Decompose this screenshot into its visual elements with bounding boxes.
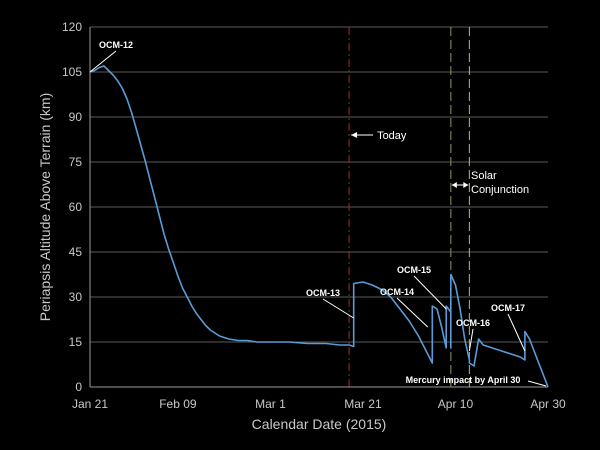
solar-label-line1: Solar (471, 170, 497, 182)
ocm-label: OCM-13 (306, 288, 340, 298)
y-tick-label: 15 (69, 335, 83, 349)
y-axis-title: Periapsis Altitude Above Terrain (km) (37, 93, 53, 322)
series-line (89, 65, 549, 388)
ocm-arrow (89, 50, 117, 73)
ocm-arrow (468, 328, 474, 352)
x-tick-label: Apr 10 (438, 397, 474, 411)
impact-label: Mercury impact by April 30 (406, 375, 521, 385)
y-tick-label: 45 (69, 245, 83, 259)
x-tick-label: Mar 21 (344, 397, 382, 411)
y-tick-label: 75 (69, 155, 83, 169)
impact-arrow (527, 380, 547, 387)
today-label: Today (377, 130, 407, 142)
ocm-arrow (322, 298, 354, 319)
series-group (89, 65, 549, 388)
ocm-arrow (413, 275, 447, 310)
solar-label-line2: Conjunction (471, 184, 529, 196)
x-axis-title: Calendar Date (2015) (252, 416, 387, 432)
ocm-arrow (396, 297, 429, 328)
gridlines (90, 26, 548, 343)
ocm-label: OCM-12 (99, 40, 133, 50)
y-tick-label: 0 (75, 380, 82, 394)
y-tick-label: 90 (69, 110, 83, 124)
today-arrowhead (351, 132, 358, 138)
solar-arrowhead-right (463, 182, 469, 188)
ocm-label: OCM-17 (491, 303, 525, 313)
x-tick-label: Apr 30 (530, 397, 566, 411)
x-tick-label: Feb 09 (159, 397, 197, 411)
ocm-arrow (507, 313, 526, 352)
tick-labels: 0 15 30 45 60 75 90 105 120 Jan 21 Feb 09 Mar 1 Mar … (62, 20, 566, 411)
ocm-label: OCM-14 (380, 287, 414, 297)
x-tick-label: Mar 1 (255, 397, 286, 411)
x-tick-label: Jan 21 (72, 397, 108, 411)
y-tick-label: 105 (62, 65, 82, 79)
ocm-label: OCM-15 (397, 265, 431, 275)
y-tick-label: 30 (69, 290, 83, 304)
y-tick-label: 60 (69, 200, 83, 214)
y-tick-label: 120 (62, 20, 82, 34)
solar-arrowhead-left (451, 182, 457, 188)
axes (89, 27, 548, 388)
ocm-label: OCM-16 (456, 318, 490, 328)
